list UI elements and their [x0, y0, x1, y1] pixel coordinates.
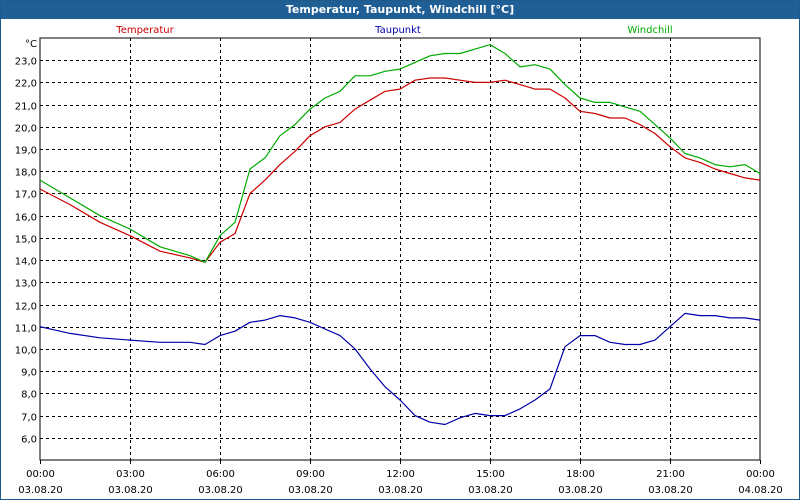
x-tick-date: 03.08.20	[288, 485, 333, 496]
x-tick-time: 15:00	[476, 469, 505, 480]
y-tick-label: 16,0	[15, 213, 37, 224]
series-line-temperatur	[39, 77, 761, 263]
x-tick-labels: 00:00 03.08.20 03:00 03.08.20 06:00 03.08.20 0…	[18, 469, 783, 496]
window-title: Temperatur, Taupunkt, Windchill [°C]	[1, 1, 799, 19]
x-tick-time: 21:00	[656, 469, 685, 480]
legend: Temperatur Taupunkt Windchill	[115, 25, 672, 36]
y-axis-label: °C	[25, 39, 37, 50]
y-tick-label: 18,0	[15, 168, 37, 179]
series-lines	[39, 44, 761, 426]
y-tick-label: 15,0	[15, 235, 37, 246]
x-tick-time: 00:00	[746, 469, 775, 480]
y-tick-label: 7,0	[21, 413, 37, 424]
x-tick-date: 03.08.20	[558, 485, 603, 496]
x-tick-date: 03.08.20	[108, 485, 153, 496]
x-tick-date: 04.08.20	[738, 485, 783, 496]
y-tick-label: 11,0	[15, 324, 37, 335]
x-tick-time: 09:00	[296, 469, 325, 480]
y-tick-label: 6,0	[21, 435, 37, 446]
y-tick-label: 17,0	[15, 190, 37, 201]
x-tick-date: 03.08.20	[468, 485, 513, 496]
axes	[39, 37, 761, 464]
y-tick-label: 19,0	[15, 146, 37, 157]
legend-item-temperatur: Temperatur	[115, 25, 174, 36]
y-tick-label: 21,0	[15, 102, 37, 113]
y-tick-labels: 6,0 7,0 8,0 9,0 10,0 11,0 12,0 13,0 14,0 15,0 16,0…	[15, 57, 37, 446]
y-tick-label: 9,0	[21, 368, 37, 379]
x-tick-time: 12:00	[386, 469, 415, 480]
x-tick-time: 03:00	[116, 469, 145, 480]
legend-item-windchill: Windchill	[627, 25, 672, 36]
grid-lines	[40, 38, 760, 460]
y-tick-label: 12,0	[15, 302, 37, 313]
x-tick-date: 03.08.20	[18, 485, 63, 496]
y-tick-label: 13,0	[15, 279, 37, 290]
x-tick-date: 03.08.20	[378, 485, 423, 496]
legend-item-taupunkt: Taupunkt	[374, 25, 421, 36]
series-line-taupunkt	[39, 312, 761, 426]
x-tick-date: 03.08.20	[648, 485, 693, 496]
y-tick-label: 20,0	[15, 124, 37, 135]
x-tick-time: 00:00	[26, 469, 55, 480]
y-tick-label: 14,0	[15, 257, 37, 268]
y-tick-label: 8,0	[21, 390, 37, 401]
y-tick-label: 22,0	[15, 79, 37, 90]
y-tick-label: 10,0	[15, 346, 37, 357]
x-tick-date: 03.08.20	[198, 485, 243, 496]
x-tick-time: 18:00	[566, 469, 595, 480]
y-tick-label: 23,0	[15, 57, 37, 68]
series-line-windchill	[39, 44, 761, 263]
x-tick-time: 06:00	[206, 469, 235, 480]
